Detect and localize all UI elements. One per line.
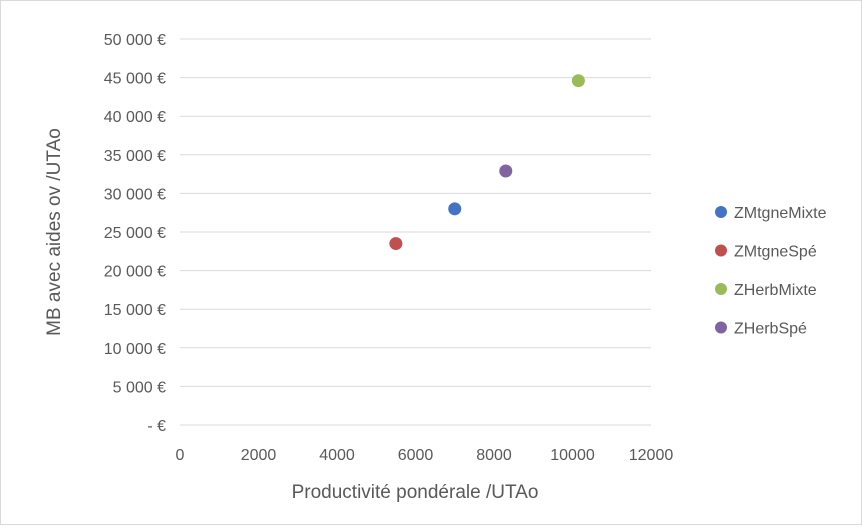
x-axis-title: Productivité pondérale /UTAo: [292, 482, 539, 503]
legend-marker: [715, 321, 727, 334]
x-tick-label: 8000: [476, 447, 512, 464]
legend-label: ZHerbSpé: [734, 321, 807, 338]
y-tick-label: 45 000 €: [104, 71, 166, 88]
data-point: [448, 202, 462, 216]
y-tick-label: 20 000 €: [104, 264, 166, 281]
grid-lines: [180, 38, 651, 387]
y-tick-label: - €: [147, 418, 166, 435]
data-points: [389, 74, 585, 251]
legend: ZMtgneMixte ZMtgneSpé ZHerbMixte ZHerbSpé: [715, 205, 827, 338]
data-point: [571, 74, 585, 88]
legend-marker: [715, 283, 727, 295]
legend-label: ZMtgneMixte: [734, 205, 827, 222]
x-tick-label: 6000: [398, 447, 434, 464]
x-tick-label: 2000: [241, 447, 277, 464]
legend-marker: [715, 244, 727, 257]
y-tick-label: 5 000 €: [113, 379, 166, 396]
data-point: [389, 237, 403, 251]
y-tick-label: 25 000 €: [104, 225, 166, 242]
y-tick-label: 30 000 €: [104, 186, 166, 203]
x-tick-label: 12000: [629, 447, 674, 464]
y-tick-label: 35 000 €: [104, 148, 166, 165]
y-tick-label: 15 000 €: [104, 302, 166, 319]
legend-label: ZHerbMixte: [734, 282, 817, 299]
x-tick-label: 0: [176, 447, 185, 464]
data-point: [499, 164, 513, 178]
y-axis-title: MB avec aides ov /UTAo: [44, 128, 65, 336]
x-tick-labels: 0 2000 4000 6000 8000 10000 12000: [176, 447, 674, 464]
legend-marker: [715, 206, 727, 218]
y-tick-label: 50 000 €: [104, 32, 166, 49]
x-tick-label: 4000: [319, 447, 355, 464]
y-tick-label: 40 000 €: [104, 109, 166, 126]
y-tick-labels: - € 5 000 € 10 000 € 15 000 € 20 000 € 25 000…: [104, 32, 166, 435]
x-tick-label: 10000: [550, 447, 595, 464]
y-tick-label: 10 000 €: [104, 341, 166, 358]
legend-label: ZMtgneSpé: [734, 244, 817, 261]
